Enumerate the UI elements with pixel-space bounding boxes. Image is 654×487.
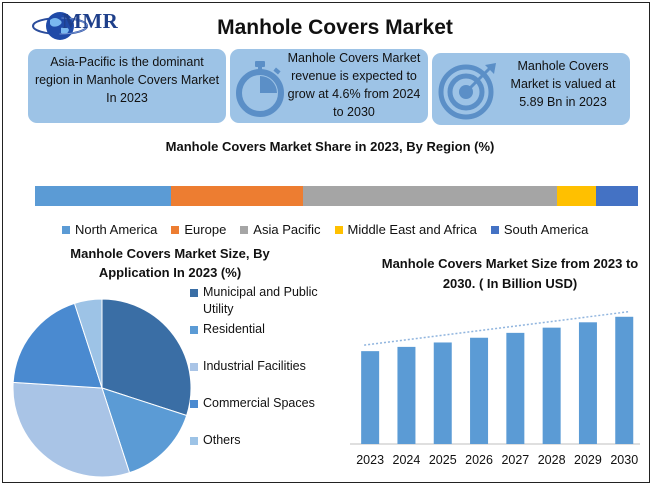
legend-label: South America bbox=[503, 222, 589, 237]
info-card-text: Asia-Pacific is the dominant region in M… bbox=[34, 55, 220, 105]
info-card-growth: Manhole Covers Market revenue is expecte… bbox=[230, 49, 428, 123]
legend-swatch bbox=[171, 225, 180, 234]
bar-2029 bbox=[578, 322, 597, 444]
bar-2023 bbox=[361, 351, 380, 444]
legend-item: Middle East and Africa bbox=[334, 222, 477, 237]
legend-swatch bbox=[62, 225, 70, 234]
bar-2028 bbox=[542, 327, 561, 444]
target-icon bbox=[438, 63, 496, 120]
market-size-bar-chart: 2023 2024 2025 2026 2027 2028 2029 2030 bbox=[350, 311, 640, 467]
bar-2027 bbox=[506, 332, 525, 444]
info-card-text: Manhole Covers Market revenue is expecte… bbox=[287, 51, 421, 119]
legend-label: Europe bbox=[184, 222, 227, 237]
info-card-dominant-region: Asia-Pacific is the dominant region in M… bbox=[28, 49, 226, 123]
share-segment-north-america bbox=[35, 186, 171, 206]
bar-2025 bbox=[433, 342, 452, 444]
legend-swatch bbox=[240, 225, 249, 234]
legend-label: North America bbox=[75, 222, 158, 237]
stopwatch-icon bbox=[236, 61, 284, 117]
x-tick-label: 2024 bbox=[393, 453, 421, 467]
legend-swatch bbox=[490, 225, 499, 234]
legend-label: Industrial Facilities bbox=[203, 359, 306, 373]
legend-item: Europe bbox=[171, 222, 226, 237]
legend-label: Middle East and Africa bbox=[347, 222, 477, 237]
share-segment-asia-pacific bbox=[303, 186, 557, 206]
legend-item: South America bbox=[490, 222, 589, 237]
region-share-legend: North America Europe Asia Pacific Middle Ea… bbox=[62, 222, 642, 237]
legend-swatch bbox=[190, 437, 198, 445]
x-tick-label: 2023 bbox=[356, 453, 384, 467]
x-tick-label: 2028 bbox=[538, 453, 566, 467]
infographic-frame bbox=[2, 2, 650, 483]
trendline bbox=[364, 311, 629, 346]
legend-label: Commercial Spaces bbox=[203, 396, 315, 410]
info-card-text: Manhole Covers Market is valued at 5.89 … bbox=[510, 59, 616, 109]
share-segment-europe bbox=[170, 186, 304, 206]
legend-swatch bbox=[190, 363, 198, 371]
legend-label: Municipal and Public Utility bbox=[203, 285, 318, 316]
pie-slice-municipal-and-public-utility bbox=[101, 298, 192, 417]
legend-swatch bbox=[190, 289, 198, 297]
legend-label: Residential bbox=[203, 322, 265, 336]
share-segment-middle-east-and-africa bbox=[556, 186, 596, 206]
region-share-chart-title: Manhole Covers Market Share in 2023, By … bbox=[165, 139, 495, 154]
x-tick-label: 2030 bbox=[610, 453, 638, 467]
application-pie-chart-title: Manhole Covers Market Size, By Applicati… bbox=[70, 246, 270, 280]
legend-swatch bbox=[190, 326, 198, 334]
pie-slice-others bbox=[73, 298, 103, 389]
legend-swatch bbox=[334, 225, 343, 234]
legend-item: Asia Pacific bbox=[240, 222, 321, 237]
pie-slice-commercial-spaces bbox=[12, 302, 103, 389]
bar-2030 bbox=[615, 316, 634, 444]
x-tick-label: 2029 bbox=[574, 453, 602, 467]
info-card-valuation: Manhole Covers Market is valued at 5.89 … bbox=[432, 53, 630, 125]
x-tick-label: 2027 bbox=[501, 453, 529, 467]
pie-slice-residential bbox=[101, 387, 188, 474]
bar-2024 bbox=[397, 346, 416, 444]
legend-swatch bbox=[190, 400, 198, 408]
region-share-stacked-bar bbox=[35, 186, 638, 206]
pie-slice-industrial-facilities bbox=[12, 381, 131, 478]
logo-text: MMR bbox=[62, 9, 119, 33]
legend-label: Others bbox=[203, 433, 241, 447]
x-tick-label: 2026 bbox=[465, 453, 493, 467]
legend-label: Asia Pacific bbox=[253, 222, 321, 237]
application-pie-chart bbox=[12, 298, 192, 478]
x-tick-label: 2025 bbox=[429, 453, 457, 467]
legend-item: North America bbox=[62, 222, 157, 237]
bar-2026 bbox=[470, 337, 489, 444]
page-title: Manhole Covers Market bbox=[217, 16, 453, 39]
share-segment-south-america bbox=[595, 186, 638, 206]
mmr-globe-logo-icon bbox=[32, 12, 88, 40]
market-size-chart-title: Manhole Covers Market Size from 2023 to … bbox=[381, 256, 639, 291]
